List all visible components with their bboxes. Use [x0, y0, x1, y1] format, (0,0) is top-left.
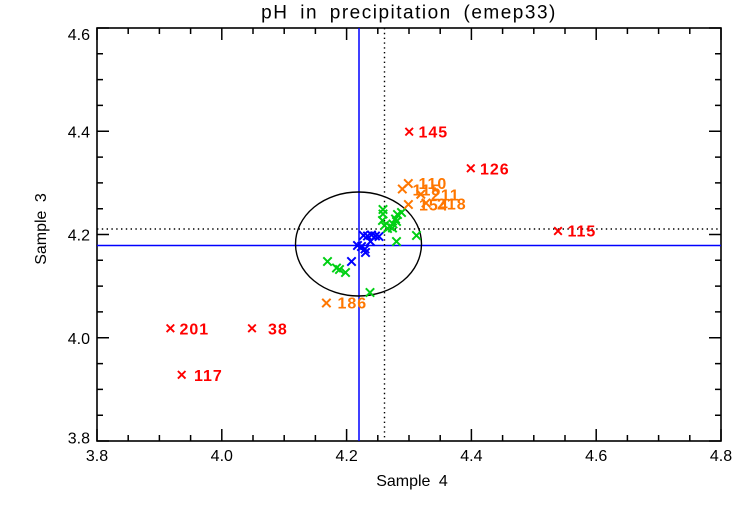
svg-text:115: 115 — [413, 182, 442, 199]
svg-text:4.6: 4.6 — [585, 448, 607, 465]
svg-text:Sample 4: Sample 4 — [376, 473, 448, 490]
svg-text:4.2: 4.2 — [68, 227, 90, 244]
svg-text:4.4: 4.4 — [68, 124, 90, 141]
svg-text:211: 211 — [431, 187, 460, 204]
svg-text:154: 154 — [419, 197, 449, 214]
svg-text:218: 218 — [437, 196, 467, 213]
svg-text:3.8: 3.8 — [68, 430, 90, 447]
svg-text:3.8: 3.8 — [86, 448, 108, 465]
svg-text:4.6: 4.6 — [68, 27, 90, 44]
svg-text:38: 38 — [268, 321, 288, 338]
svg-text:110: 110 — [419, 176, 448, 193]
svg-text:4.8: 4.8 — [710, 448, 732, 465]
svg-text:145: 145 — [419, 124, 449, 141]
svg-text:4.0: 4.0 — [68, 331, 90, 348]
svg-text:201: 201 — [180, 321, 210, 338]
svg-text:115: 115 — [568, 223, 597, 240]
svg-text:Sample 3: Sample 3 — [33, 193, 50, 265]
svg-text:4.2: 4.2 — [335, 448, 357, 465]
svg-text:117: 117 — [194, 368, 223, 385]
svg-text:4.0: 4.0 — [211, 448, 233, 465]
svg-text:pH in precipitation (emep33): pH in precipitation (emep33) — [261, 3, 557, 24]
svg-text:4.4: 4.4 — [460, 448, 482, 465]
svg-text:126: 126 — [480, 161, 510, 178]
svg-text:186: 186 — [338, 295, 368, 312]
